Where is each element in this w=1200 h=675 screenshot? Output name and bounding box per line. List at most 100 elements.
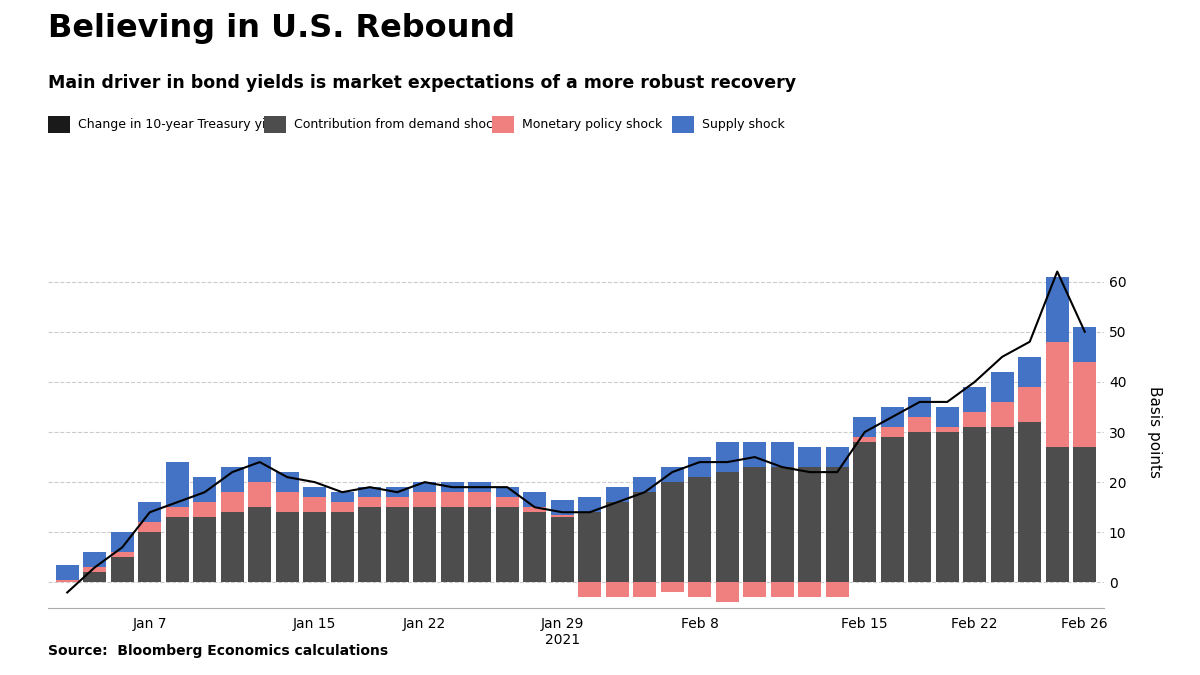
Bar <box>853 437 876 442</box>
Bar <box>359 487 382 497</box>
Y-axis label: Basis points: Basis points <box>1147 386 1163 478</box>
Bar <box>138 522 161 533</box>
Bar <box>606 583 629 597</box>
Bar <box>496 487 518 497</box>
Bar <box>496 507 518 583</box>
Text: Monetary policy shock: Monetary policy shock <box>522 118 662 132</box>
Bar <box>304 512 326 583</box>
Bar <box>578 512 601 583</box>
Bar <box>689 457 712 477</box>
Bar <box>414 482 436 492</box>
Bar <box>770 442 793 467</box>
Bar <box>248 457 271 482</box>
Bar <box>166 462 188 507</box>
Bar <box>908 417 931 432</box>
Bar <box>881 427 904 437</box>
Bar <box>1074 327 1096 362</box>
Bar <box>853 417 876 437</box>
Bar <box>689 477 712 583</box>
Bar <box>440 492 463 507</box>
Bar <box>110 552 133 558</box>
Bar <box>276 512 299 583</box>
Bar <box>386 497 408 507</box>
Bar <box>826 583 848 597</box>
Bar <box>1046 277 1068 342</box>
Bar <box>881 407 904 427</box>
Bar <box>578 497 601 512</box>
Bar <box>1019 357 1042 387</box>
Bar <box>331 492 354 502</box>
Bar <box>84 568 106 572</box>
Bar <box>770 467 793 583</box>
Bar <box>193 517 216 583</box>
Text: Believing in U.S. Rebound: Believing in U.S. Rebound <box>48 14 515 45</box>
Bar <box>634 492 656 583</box>
Bar <box>936 427 959 432</box>
Bar <box>359 497 382 507</box>
Bar <box>964 427 986 583</box>
Bar <box>276 472 299 492</box>
Bar <box>138 502 161 522</box>
Bar <box>606 487 629 502</box>
Text: Contribution from demand shock: Contribution from demand shock <box>294 118 500 132</box>
Bar <box>908 432 931 583</box>
Bar <box>551 500 574 515</box>
Bar <box>908 397 931 417</box>
Bar <box>936 432 959 583</box>
Bar <box>770 583 793 597</box>
Bar <box>991 372 1014 402</box>
Bar <box>1046 447 1068 583</box>
Bar <box>276 492 299 512</box>
Bar <box>221 467 244 492</box>
Bar <box>304 487 326 497</box>
Bar <box>359 507 382 583</box>
Text: Main driver in bond yields is market expectations of a more robust recovery: Main driver in bond yields is market exp… <box>48 74 796 92</box>
Bar <box>414 492 436 507</box>
Bar <box>964 412 986 427</box>
Bar <box>798 447 821 467</box>
Bar <box>661 467 684 482</box>
Bar <box>440 482 463 492</box>
Bar <box>744 583 766 597</box>
Bar <box>193 502 216 517</box>
Bar <box>798 583 821 597</box>
Bar <box>1046 342 1068 447</box>
Bar <box>138 533 161 583</box>
Bar <box>440 507 463 583</box>
Bar <box>798 467 821 583</box>
Bar <box>468 482 491 492</box>
Bar <box>1019 422 1042 583</box>
Bar <box>166 517 188 583</box>
Bar <box>1074 447 1096 583</box>
Bar <box>826 447 848 467</box>
Bar <box>386 507 408 583</box>
Bar <box>1019 387 1042 422</box>
Bar <box>991 402 1014 427</box>
Bar <box>56 580 78 583</box>
Bar <box>606 502 629 583</box>
Bar <box>551 517 574 583</box>
Bar <box>744 467 766 583</box>
Bar <box>468 507 491 583</box>
Bar <box>331 502 354 512</box>
Bar <box>468 492 491 507</box>
Bar <box>496 497 518 507</box>
Bar <box>964 387 986 412</box>
Bar <box>1074 362 1096 447</box>
Bar <box>578 583 601 597</box>
Bar <box>853 442 876 583</box>
Bar <box>110 558 133 583</box>
Bar <box>523 507 546 512</box>
Bar <box>523 512 546 583</box>
Bar <box>716 472 738 583</box>
Bar <box>634 583 656 597</box>
Bar <box>193 477 216 502</box>
Bar <box>689 583 712 597</box>
Bar <box>110 533 133 552</box>
Text: Supply shock: Supply shock <box>702 118 785 132</box>
Bar <box>991 427 1014 583</box>
Bar <box>331 512 354 583</box>
Bar <box>166 507 188 517</box>
Bar <box>248 482 271 507</box>
Bar <box>414 507 436 583</box>
